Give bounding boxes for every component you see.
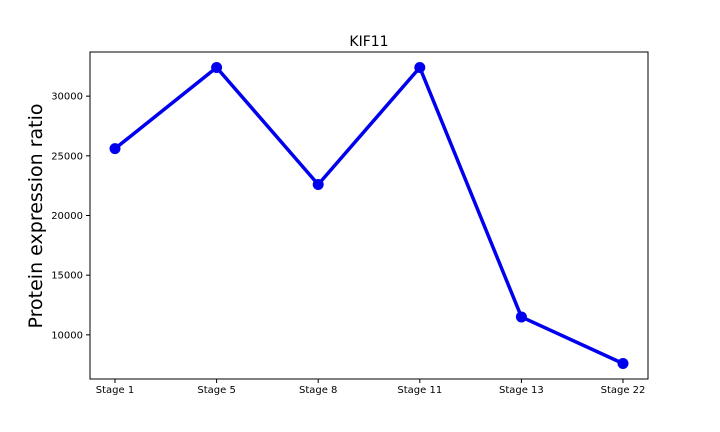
data-point (617, 357, 629, 369)
x-tick-label: Stage 1 (96, 385, 134, 396)
y-tick-label: 20000 (51, 211, 83, 222)
y-tick-label: 10000 (51, 330, 83, 341)
x-tick-label: Stage 11 (397, 385, 442, 396)
x-tick-label: Stage 8 (299, 385, 337, 396)
series-line (113, 65, 624, 366)
data-point (414, 62, 426, 74)
y-tick-label: 25000 (51, 151, 83, 162)
data-point (211, 62, 223, 74)
data-point (312, 178, 324, 190)
x-tick-label: Stage 22 (601, 385, 646, 396)
x-axis-ticks: Stage 1 Stage 5 Stage 8 Stage 11 Stage 13 Sta… (96, 379, 646, 396)
plot-area-frame (89, 51, 649, 380)
data-point (515, 311, 527, 323)
y-tick-label: 15000 (51, 271, 83, 282)
x-tick-label: Stage 13 (499, 385, 544, 396)
data-point (109, 143, 121, 155)
plot-area-background (90, 52, 648, 379)
y-axis-ticks: 10000 15000 20000 25000 30000 (51, 92, 90, 341)
x-tick-label: Stage 5 (197, 385, 235, 396)
series-layer (109, 62, 629, 369)
y-tick-label: 30000 (51, 92, 83, 103)
y-axis-label: Protein expression ratio (25, 104, 47, 329)
chart-title: KIF11 (349, 34, 388, 50)
